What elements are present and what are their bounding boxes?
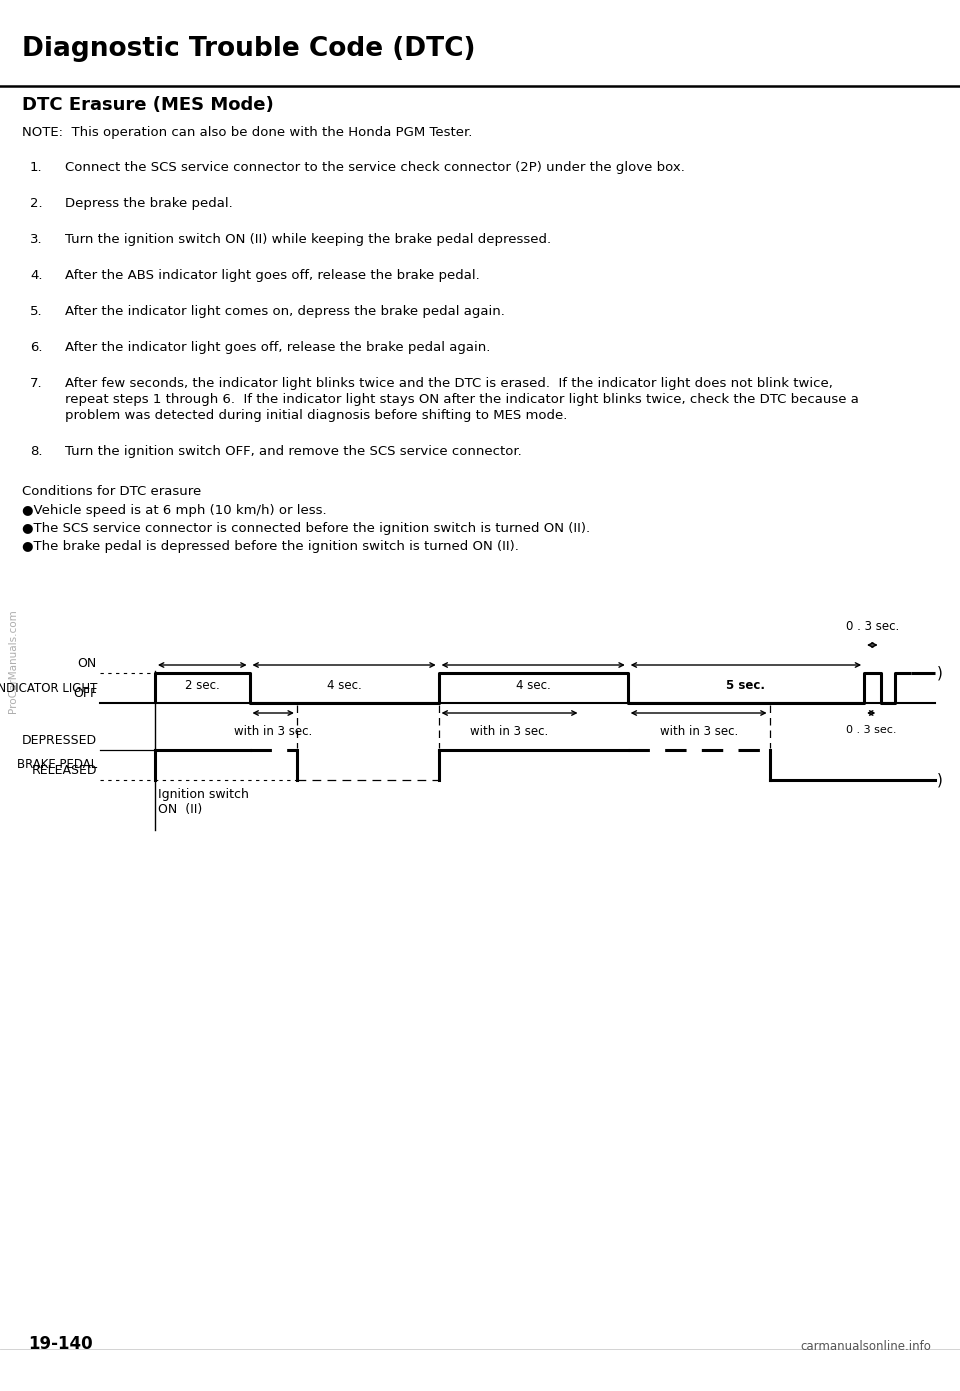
Text: After the indicator light comes on, depress the brake pedal again.: After the indicator light comes on, depr… <box>65 305 505 319</box>
Text: ON: ON <box>78 657 97 670</box>
Text: Diagnostic Trouble Code (DTC): Diagnostic Trouble Code (DTC) <box>22 36 475 63</box>
Text: with in 3 sec.: with in 3 sec. <box>234 725 312 739</box>
Text: Turn the ignition switch ON (II) while keeping the brake pedal depressed.: Turn the ignition switch ON (II) while k… <box>65 234 551 246</box>
Text: Depress the brake pedal.: Depress the brake pedal. <box>65 198 232 210</box>
Text: OFF: OFF <box>73 687 97 700</box>
Text: DEPRESSED: DEPRESSED <box>22 734 97 747</box>
Text: ●The SCS service connector is connected before the ignition switch is turned ON : ●The SCS service connector is connected … <box>22 522 590 536</box>
Text: 4 sec.: 4 sec. <box>516 679 550 691</box>
Text: 19-140: 19-140 <box>28 1335 92 1353</box>
Text: carmanualsonline.info: carmanualsonline.info <box>800 1340 931 1353</box>
Text: problem was detected during initial diagnosis before shifting to MES mode.: problem was detected during initial diag… <box>65 409 567 421</box>
Text: After the ABS indicator light goes off, release the brake pedal.: After the ABS indicator light goes off, … <box>65 268 480 282</box>
Text: repeat steps 1 through 6.  If the indicator light stays ON after the indicator l: repeat steps 1 through 6. If the indicat… <box>65 394 859 406</box>
Text: ): ) <box>937 665 943 680</box>
Text: After few seconds, the indicator light blinks twice and the DTC is erased.  If t: After few seconds, the indicator light b… <box>65 377 833 389</box>
Text: Turn the ignition switch OFF, and remove the SCS service connector.: Turn the ignition switch OFF, and remove… <box>65 445 521 458</box>
Text: ABS INDICATOR LIGHT: ABS INDICATOR LIGHT <box>0 682 97 694</box>
Text: 7.: 7. <box>30 377 42 389</box>
Text: 3.: 3. <box>30 234 42 246</box>
Text: ): ) <box>937 772 943 787</box>
Text: 4.: 4. <box>30 268 42 282</box>
Text: After the indicator light goes off, release the brake pedal again.: After the indicator light goes off, rele… <box>65 341 491 353</box>
Text: with in 3 sec.: with in 3 sec. <box>660 725 738 739</box>
Text: 1.: 1. <box>30 161 42 174</box>
Text: 5.: 5. <box>30 305 42 319</box>
Text: 5 sec.: 5 sec. <box>727 679 765 691</box>
Text: Conditions for DTC erasure: Conditions for DTC erasure <box>22 485 202 498</box>
Text: 8.: 8. <box>30 445 42 458</box>
Text: ●Vehicle speed is at 6 mph (10 km/h) or less.: ●Vehicle speed is at 6 mph (10 km/h) or … <box>22 504 326 517</box>
Text: Connect the SCS service connector to the service check connector (2P) under the : Connect the SCS service connector to the… <box>65 161 684 174</box>
Text: 0 . 3 sec.: 0 . 3 sec. <box>846 725 897 734</box>
Text: with in 3 sec.: with in 3 sec. <box>470 725 549 739</box>
Text: 4 sec.: 4 sec. <box>326 679 362 691</box>
Text: 6.: 6. <box>30 341 42 353</box>
Text: BRAKE PEDAL: BRAKE PEDAL <box>16 758 97 772</box>
Text: DTC Erasure (MES Mode): DTC Erasure (MES Mode) <box>22 96 274 114</box>
Text: 0 . 3 sec.: 0 . 3 sec. <box>846 620 899 633</box>
Text: ●The brake pedal is depressed before the ignition switch is turned ON (II).: ●The brake pedal is depressed before the… <box>22 540 518 554</box>
Text: NOTE:  This operation can also be done with the Honda PGM Tester.: NOTE: This operation can also be done wi… <box>22 127 472 139</box>
Text: 2 sec.: 2 sec. <box>185 679 220 691</box>
Text: Ignition switch
ON  (II): Ignition switch ON (II) <box>158 787 249 817</box>
Text: 2.: 2. <box>30 198 42 210</box>
Text: RELEASED: RELEASED <box>32 764 97 778</box>
Text: ProCarManuals.com: ProCarManuals.com <box>8 609 18 712</box>
